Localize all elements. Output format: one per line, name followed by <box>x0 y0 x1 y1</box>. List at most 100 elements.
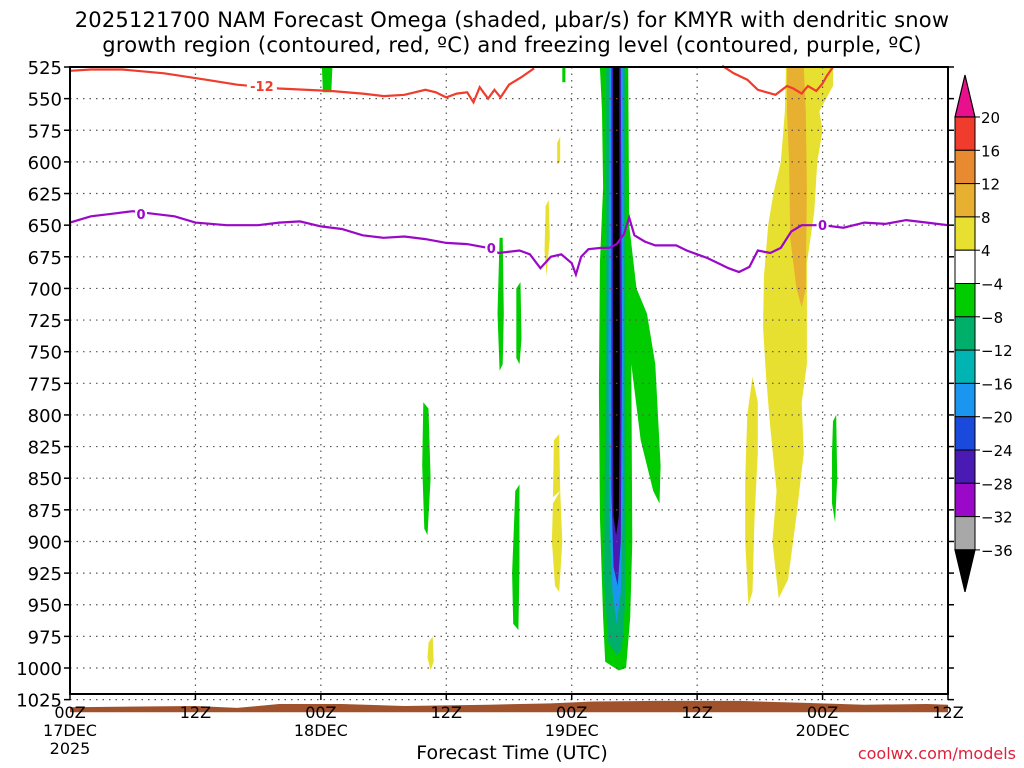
y-tick-label: 700 <box>28 279 62 300</box>
freezing-contour-label-2: 0 <box>487 242 496 257</box>
dgz-contour-label-bg <box>246 77 277 94</box>
omega-negative-green-3 <box>497 237 504 371</box>
colorbar-label: −8 <box>981 309 1003 327</box>
colorbar-label: −36 <box>981 542 1013 560</box>
colorbar-label: −12 <box>981 342 1013 360</box>
omega-shading <box>70 67 948 713</box>
omega-positive-patch-1 <box>551 490 563 593</box>
omega-positive-orange-core <box>787 67 807 308</box>
colorbar-segment <box>954 349 976 384</box>
x-tick-label: 2025 <box>50 739 91 758</box>
freezing-contour-label-2-bg <box>485 239 498 256</box>
colorbar-label: −24 <box>981 442 1013 460</box>
omega-positive-patch-2 <box>552 433 561 498</box>
y-tick-label: 1000 <box>16 659 62 680</box>
x-tick-label: 12Z <box>180 703 211 722</box>
y-tick-label: 825 <box>28 438 62 459</box>
y-tick-label: 725 <box>28 311 62 332</box>
x-tick-label: 17DEC <box>43 721 97 740</box>
colorbar-label: 20 <box>981 109 1000 127</box>
omega-positive-yellow-left <box>745 377 758 605</box>
dgz-contour-label: -12 <box>250 80 274 95</box>
colorbar-segment <box>954 116 976 151</box>
omega-negative-green-2 <box>562 67 566 83</box>
omega-upward-column-black <box>613 67 620 536</box>
omega-positive-yellow-main <box>763 67 833 599</box>
x-tick-label: 00Z <box>305 703 336 722</box>
x-tick-label: 20DEC <box>796 721 850 740</box>
omega-negative-green-7 <box>832 414 838 523</box>
colorbar: 20 16 12 8 4 −4 −8 −12 −16 −20 −24 −28 −32 −36 <box>954 74 1013 593</box>
y-tick-label: 575 <box>28 121 62 142</box>
colorbar-label: 12 <box>981 176 1000 194</box>
y-tick-label: 925 <box>28 564 62 585</box>
y-tick-label: 850 <box>28 469 62 490</box>
y-tick-label: 650 <box>28 216 62 237</box>
dgz-contour-red <box>69 67 535 105</box>
colorbar-label: −28 <box>981 475 1013 493</box>
terrain <box>70 700 948 713</box>
omega-negative-green-1 <box>321 67 333 93</box>
y-tick-label: 1025 <box>16 691 62 712</box>
colorbar-segment <box>954 516 976 551</box>
x-tick-label: 12Z <box>932 703 963 722</box>
colorbar-segment <box>954 249 976 284</box>
y-tick-label: 625 <box>28 185 62 206</box>
freezing-contour-label-3: 0 <box>818 219 827 234</box>
freezing-contour-label-1: 0 <box>137 208 146 223</box>
x-axis-label: Forecast Time (UTC) <box>416 742 608 764</box>
x-tick-label: 19DEC <box>545 721 599 740</box>
y-tick-label: 800 <box>28 406 62 427</box>
y-tick-label: 600 <box>28 153 62 174</box>
freezing-contour-label-3-bg <box>816 217 829 234</box>
y-tick-label: 550 <box>28 90 62 111</box>
colorbar-segment <box>954 316 976 351</box>
x-tick-label: 12Z <box>681 703 712 722</box>
omega-negative-green-6 <box>512 484 520 630</box>
chart-title-line-1: 2025121700 NAM Forecast Omega (shaded, µ… <box>74 8 950 32</box>
colorbar-label: 4 <box>981 242 991 260</box>
colorbar-top-arrow <box>954 74 976 118</box>
y-tick-label: 900 <box>28 532 62 553</box>
dgz-contour-red-2 <box>721 64 834 97</box>
omega-positive-patch-5 <box>427 636 434 671</box>
contours: -12 0 0 0 <box>69 64 949 279</box>
colorbar-label: −16 <box>981 375 1013 393</box>
plot-frame <box>69 66 949 695</box>
colorbar-segment <box>954 283 976 318</box>
y-tick-label: 950 <box>28 596 62 617</box>
colorbar-segment <box>954 149 976 185</box>
colorbar-segment <box>954 482 976 518</box>
colorbar-label: −32 <box>981 509 1013 527</box>
omega-negative-green-5 <box>422 402 431 536</box>
colorbar-label: −20 <box>981 409 1013 427</box>
y-tick-label: 750 <box>28 343 62 364</box>
y-tick-label: 875 <box>28 501 62 522</box>
y-axis: 525 550 575 600 625 650 675 700 725 750 775 800 825 8… <box>16 58 954 712</box>
colorbar-bottom-arrow <box>954 549 976 593</box>
x-tick-label: 00Z <box>807 703 838 722</box>
colorbar-label: 16 <box>981 142 1000 160</box>
freezing-contour-label-1-bg <box>135 205 148 222</box>
x-tick-label: 18DEC <box>294 721 348 740</box>
freezing-level-contour <box>69 210 949 279</box>
gridlines <box>70 67 948 701</box>
x-tick-label: 00Z <box>556 703 587 722</box>
colorbar-segment <box>954 382 976 418</box>
omega-positive-patch-4 <box>557 136 561 165</box>
omega-negative-green-4 <box>516 282 522 365</box>
x-tick-label: 00Z <box>54 703 85 722</box>
watermark: coolwx.com/models <box>857 744 1016 763</box>
y-tick-label: 525 <box>28 58 62 79</box>
y-tick-label: 675 <box>28 248 62 269</box>
chart-title-line-2: growth region (contoured, red, ºC) and f… <box>102 33 922 57</box>
colorbar-label: 8 <box>981 209 991 227</box>
colorbar-segment <box>954 183 976 218</box>
colorbar-segment <box>954 216 976 251</box>
colorbar-segment <box>954 449 976 484</box>
colorbar-segment <box>954 416 976 451</box>
colorbar-label: −4 <box>981 276 1003 294</box>
y-tick-label: 775 <box>28 374 62 395</box>
